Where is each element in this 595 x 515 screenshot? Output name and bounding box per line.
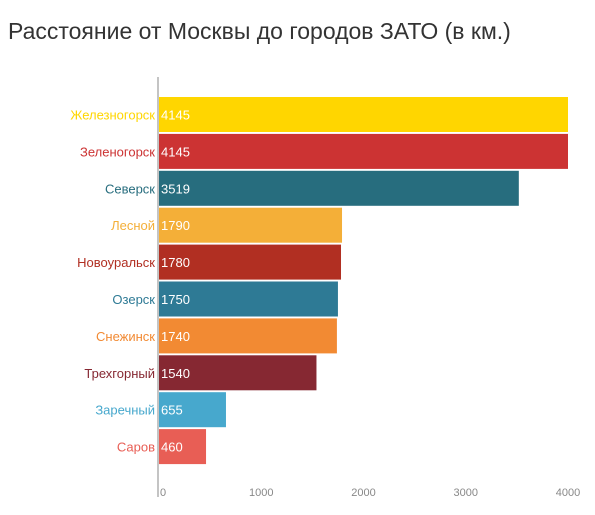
value-label: 1790 xyxy=(161,218,190,233)
x-tick-label: 2000 xyxy=(351,487,375,499)
category-label: Снежинск xyxy=(96,329,155,344)
category-label: Озерск xyxy=(112,292,155,307)
value-label: 1740 xyxy=(161,329,190,344)
category-label: Зеленогорск xyxy=(80,144,155,159)
bar xyxy=(159,281,338,317)
x-tick-label: 4000 xyxy=(556,487,580,499)
value-label: 655 xyxy=(161,403,183,418)
chart-title: Расстояние от Москвы до городов ЗАТО (в … xyxy=(8,18,511,44)
bar xyxy=(159,97,568,132)
value-label: 3519 xyxy=(161,181,190,196)
value-label: 460 xyxy=(161,440,183,455)
bar xyxy=(159,355,317,391)
value-label: 4145 xyxy=(161,108,190,123)
value-label: 1750 xyxy=(161,292,190,307)
x-tick-label: 3000 xyxy=(454,487,478,499)
value-label: 1780 xyxy=(161,255,190,270)
bar xyxy=(159,429,207,465)
category-label: Заречный xyxy=(95,403,155,418)
bar xyxy=(159,244,342,280)
category-label: Саров xyxy=(117,440,155,455)
category-label: Трехгорный xyxy=(84,366,155,381)
bar xyxy=(159,318,337,354)
bar xyxy=(159,207,343,243)
value-label: 1540 xyxy=(161,366,190,381)
bar xyxy=(159,392,226,428)
category-label: Новоуральск xyxy=(77,255,155,270)
bar xyxy=(159,133,568,169)
x-tick-label: 0 xyxy=(160,487,166,499)
value-label: 4145 xyxy=(161,144,190,159)
category-label: Лесной xyxy=(111,218,155,233)
bar xyxy=(159,170,519,206)
x-tick-label: 1000 xyxy=(249,487,273,499)
category-label: Железногорск xyxy=(70,108,155,123)
category-label: Северск xyxy=(105,181,155,196)
